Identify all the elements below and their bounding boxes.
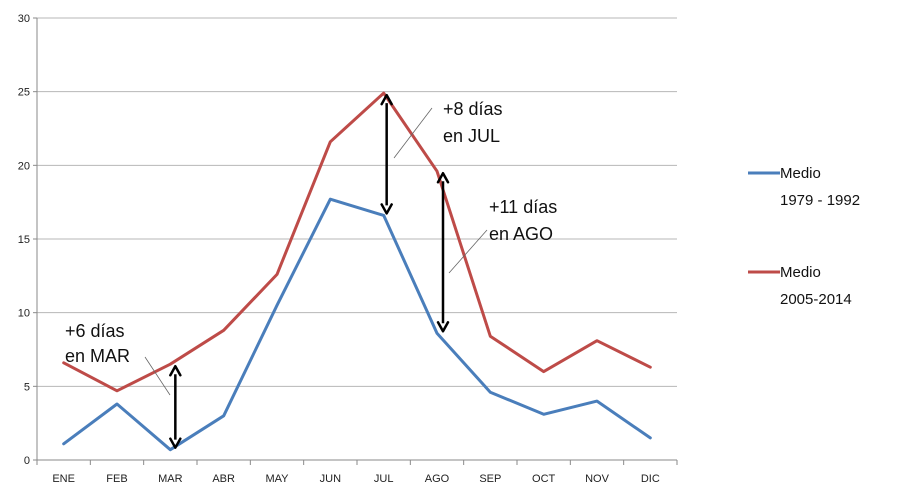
annotation-jul-leader xyxy=(393,107,433,159)
annotation-mar-leader xyxy=(144,356,171,396)
gridlines xyxy=(37,17,677,387)
x-tick-label-ene: ENE xyxy=(52,473,75,485)
x-tick-label-abr: ABR xyxy=(212,473,235,485)
legend-label-1979-1992-line1: Medio xyxy=(780,165,821,182)
y-tick-labels: 0 5 10 15 20 25 30 xyxy=(18,13,30,467)
arrow-head-bottom-jul xyxy=(380,203,393,215)
annotation-jul-line1: +8 días xyxy=(443,99,503,119)
y-tick-label-15: 15 xyxy=(18,234,30,246)
x-tick-labels: ENE FEB MAR ABR MAY JUN JUL AGO SEP OCT NOV DIC xyxy=(52,473,660,485)
y-tick-label-20: 20 xyxy=(18,160,30,172)
axes xyxy=(33,17,678,465)
x-tick-label-feb: FEB xyxy=(106,473,127,485)
legend-label-2005-2014-line1: Medio xyxy=(780,264,821,281)
x-tick-label-nov: NOV xyxy=(585,473,610,485)
x-tick-label-mar: MAR xyxy=(158,473,183,485)
x-tick-label-jun: JUN xyxy=(320,473,341,485)
annotation-ago-leader xyxy=(448,229,488,274)
annotation-jul-line2: en JUL xyxy=(443,126,500,146)
legend-label-1979-1992-line2: 1979 - 1992 xyxy=(780,192,860,209)
legend: Medio 1979 - 1992 Medio 2005-2014 xyxy=(748,165,860,308)
arrow-head-top-jul xyxy=(380,93,393,106)
annotations: +6 días en MAR +8 días en JUL +11 días e… xyxy=(65,93,557,449)
arrow-head-bottom-ago xyxy=(436,321,450,333)
x-tick-label-dic: DIC xyxy=(641,473,660,485)
x-tick-label-sep: SEP xyxy=(479,473,501,485)
series-line-1979-1992 xyxy=(62,197,652,452)
series-line-2005-2014 xyxy=(62,91,652,393)
y-tick-label-25: 25 xyxy=(18,87,30,99)
annotation-jul-arrow xyxy=(380,93,393,215)
y-tick-label-5: 5 xyxy=(24,381,30,393)
y-tick-label-0: 0 xyxy=(24,455,30,467)
x-tick-label-oct: OCT xyxy=(532,473,556,485)
annotation-mar-arrow xyxy=(169,364,182,449)
x-tick-label-ago: AGO xyxy=(425,473,450,485)
arrow-head-bottom-mar xyxy=(169,437,182,449)
annotation-ago-line1: +11 días xyxy=(489,197,557,217)
y-tick-label-30: 30 xyxy=(18,13,30,25)
annotation-mar-line1: +6 días xyxy=(65,321,125,341)
x-tick-label-jul: JUL xyxy=(374,473,394,485)
annotation-ago-line2: en AGO xyxy=(489,224,553,244)
series-lines xyxy=(62,91,652,452)
annotation-ago-arrow xyxy=(436,171,450,333)
annotation-mar-line2: en MAR xyxy=(65,346,130,366)
arrow-head-top-mar xyxy=(169,364,182,377)
legend-label-2005-2014-line2: 2005-2014 xyxy=(780,291,852,308)
y-tick-label-10: 10 xyxy=(18,308,30,320)
x-tick-label-may: MAY xyxy=(265,473,289,485)
arrow-head-top-ago xyxy=(436,171,450,184)
